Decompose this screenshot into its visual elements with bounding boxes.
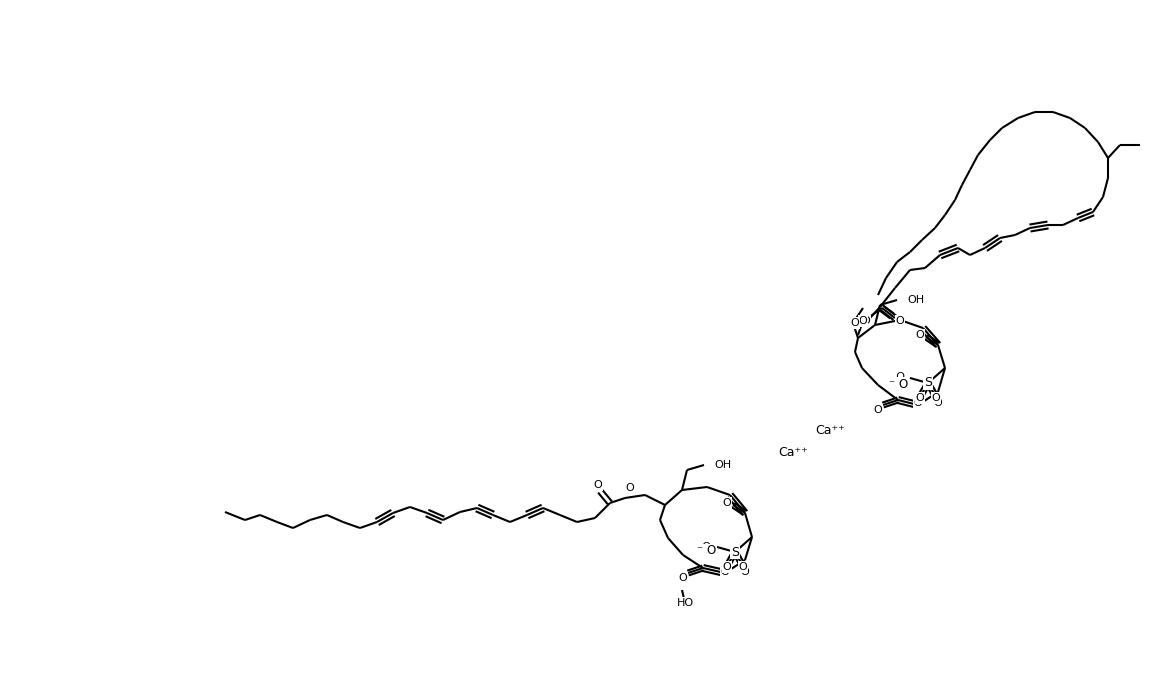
Text: Ca⁺⁺: Ca⁺⁺ [816,424,844,436]
Text: OH: OH [714,460,732,470]
Text: -O: -O [698,542,711,552]
Text: O: O [593,480,602,490]
Text: O: O [862,316,871,326]
Text: S: S [924,376,932,389]
Text: S: S [732,546,738,559]
Text: O: O [933,398,942,408]
Text: HO: HO [676,598,694,608]
Text: O: O [741,567,749,577]
Text: O: O [626,483,635,493]
Text: ⁻ O: ⁻ O [697,544,717,557]
Text: O: O [873,405,882,415]
Text: S: S [924,376,932,389]
Text: OH: OH [907,295,924,305]
Text: O: O [850,318,859,328]
Text: O: O [916,393,924,403]
Text: O: O [722,562,732,572]
Text: O: O [914,398,923,408]
Text: O: O [895,316,904,326]
Text: O: O [932,393,940,403]
Text: O: O [722,498,732,508]
Text: ⁻ O: ⁻ O [888,378,908,391]
Text: O: O [858,316,867,326]
Text: S: S [732,546,738,559]
Text: Ca⁺⁺: Ca⁺⁺ [778,447,808,460]
Text: O: O [916,330,924,340]
Text: O: O [721,567,729,577]
Text: O: O [679,573,688,583]
Text: O: O [738,562,748,572]
Text: -O: -O [892,372,905,382]
